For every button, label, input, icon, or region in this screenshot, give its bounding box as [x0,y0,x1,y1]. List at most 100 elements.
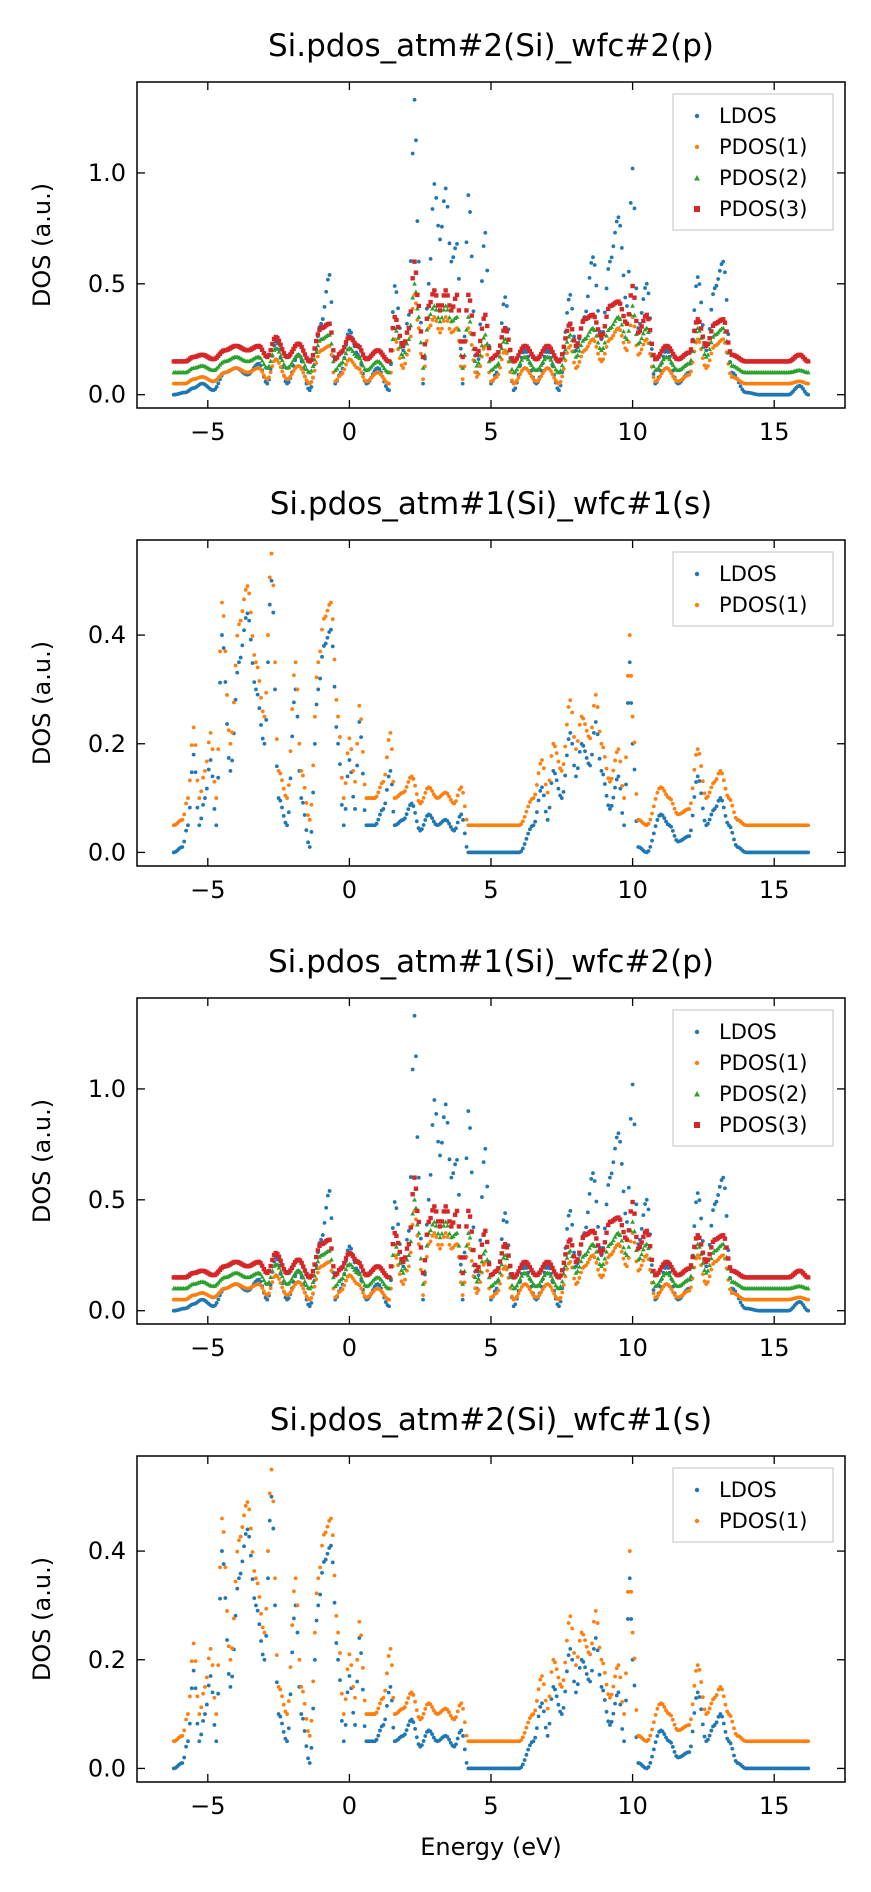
data-point [350,1264,356,1269]
data-point [401,1282,406,1286]
data-point [452,1212,458,1217]
data-point [614,1666,619,1671]
data-point [496,350,501,355]
data-point [404,1701,409,1705]
data-point [348,335,354,341]
data-point [218,649,222,654]
data-point [380,1268,385,1273]
data-point [347,1652,352,1657]
data-point [632,767,637,772]
data-point [266,352,272,358]
data-point [221,1562,226,1566]
data-point [492,364,498,369]
data-point [514,1282,520,1288]
data-point [687,372,692,377]
data-point [617,1217,623,1222]
data-point [526,346,531,351]
data-point [485,352,490,357]
data-point [268,1283,273,1287]
data-point [602,754,607,759]
data-point [591,1646,596,1651]
data-point [565,1267,569,1271]
data-point [357,1283,362,1288]
data-point [509,1272,515,1277]
data-point [353,807,357,811]
data-point [334,697,339,702]
data-point [476,1264,481,1270]
data-point [486,345,492,351]
data-point [430,789,434,793]
data-point [517,1276,523,1281]
data-point [300,1275,306,1280]
data-point [651,1268,656,1274]
data-point [286,810,291,815]
data-point [394,1244,399,1249]
data-point [452,315,458,320]
legend-marker [694,206,700,212]
data-point [214,1739,219,1744]
data-point [591,1171,595,1176]
data-point [506,1253,511,1258]
data-point [286,1699,291,1704]
data-point [624,755,628,760]
data-point [304,355,309,361]
data-point [257,1595,262,1599]
data-point [448,1234,454,1240]
data-point [707,1706,712,1711]
x-tick-label: 10 [617,1334,648,1362]
y-tick-label: 0.4 [88,621,126,649]
data-point [501,1255,506,1260]
data-point [695,1663,700,1668]
data-point [595,1256,601,1261]
data-point [702,351,707,357]
data-point [730,1746,735,1751]
data-point [279,1273,285,1279]
data-point [669,1264,674,1270]
data-point [304,1717,309,1721]
data-point [462,339,467,344]
data-point [413,811,418,815]
data-point [421,1711,426,1716]
data-point [564,1255,570,1260]
data-point [563,336,568,341]
data-point [604,333,609,338]
data-point [290,1650,295,1655]
data-point [182,1755,187,1760]
data-point [528,1716,532,1720]
data-point [471,331,476,337]
data-point [602,340,608,345]
data-point [478,322,483,327]
data-point [528,827,532,832]
data-point [536,1687,541,1692]
data-point [610,1237,616,1243]
data-point [549,754,554,758]
data-point [568,321,573,326]
data-point [601,1273,606,1278]
data-point [516,363,521,369]
data-point [604,345,609,349]
data-point [564,722,569,727]
data-point [650,838,654,843]
data-point [314,1254,319,1260]
data-point [536,798,541,803]
data-point [534,1726,539,1731]
data-point [583,335,589,340]
data-point [268,367,273,371]
data-point [383,1717,388,1722]
data-point [327,321,332,326]
data-point [552,375,557,380]
data-point [390,1252,396,1258]
data-point [604,286,609,291]
data-point [534,810,539,815]
data-point [558,1284,563,1289]
data-point [495,360,501,366]
data-point [651,1747,656,1752]
data-point [699,300,704,305]
data-point [386,359,392,364]
data-point [538,788,543,793]
data-point [247,1534,252,1539]
data-point [509,366,515,372]
data-point [656,365,661,370]
data-point [302,785,307,790]
